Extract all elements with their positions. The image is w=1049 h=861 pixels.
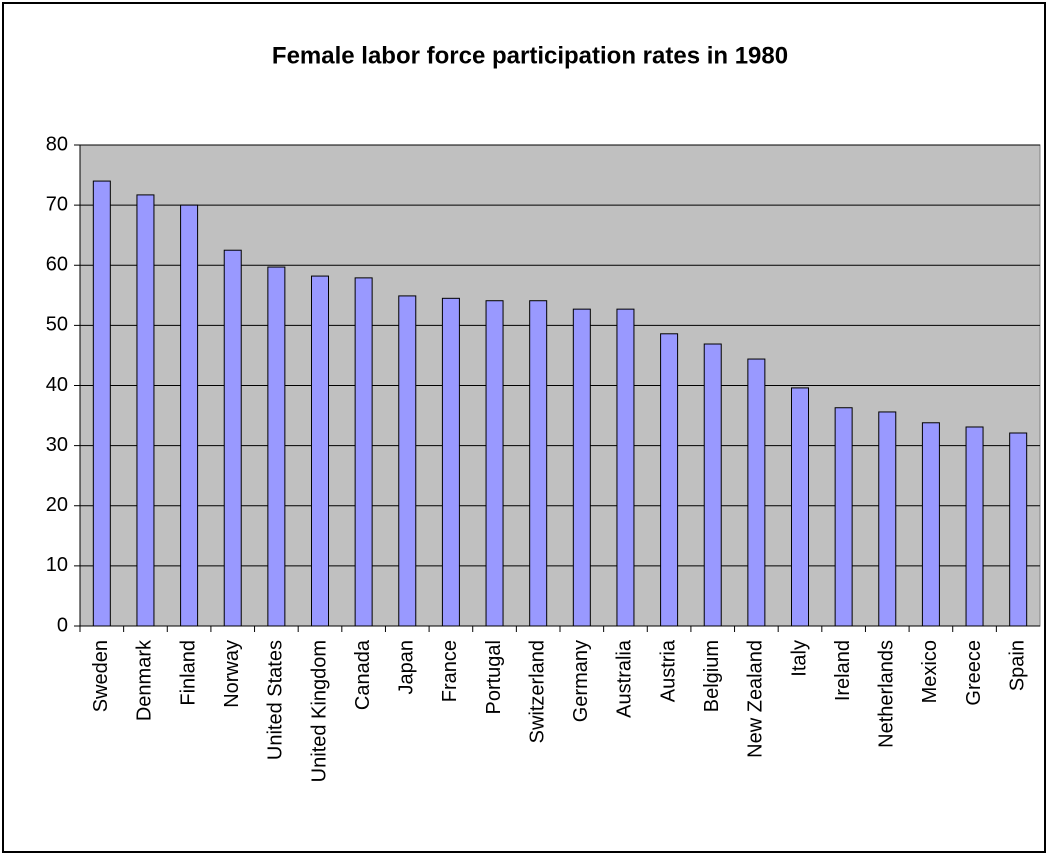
x-tick-label: United States (265, 640, 287, 760)
bar (834, 407, 853, 627)
y-tick-label: 20 (46, 494, 68, 516)
x-tick-label: New Zealand (745, 640, 767, 758)
x-tick-label: Portugal (483, 640, 505, 715)
y-tick-label: 80 (46, 133, 68, 155)
y-tick-label: 40 (46, 374, 68, 396)
y-tick-label: 70 (46, 193, 68, 215)
x-tick-label: United Kingdom (308, 640, 330, 782)
x-tick-label: Australia (614, 639, 636, 718)
bar (616, 308, 635, 627)
x-tick-label: Belgium (701, 640, 723, 712)
x-tick-label: Spain (1006, 640, 1028, 691)
bar (311, 275, 329, 627)
bar (485, 300, 504, 627)
bar (921, 422, 940, 627)
x-tick-label: Netherlands (876, 640, 898, 748)
bar (965, 426, 984, 627)
bar (572, 308, 591, 627)
y-tick-label: 10 (46, 554, 68, 576)
x-tick-label: Japan (396, 640, 418, 695)
chart-title: Female labor force participation rates i… (272, 42, 788, 69)
bar (267, 266, 286, 627)
y-tick-label: 0 (57, 614, 68, 636)
x-tick-label: Switzerland (526, 640, 548, 743)
x-tick-label: Sweden (90, 640, 112, 712)
x-tick-label: Italy (788, 640, 810, 677)
bar (354, 277, 373, 627)
x-tick-label: Mexico (919, 640, 941, 703)
y-tick-label: 30 (46, 434, 68, 456)
bar (136, 194, 155, 627)
x-tick-label: Greece (963, 640, 985, 706)
bar (878, 411, 897, 627)
bar (180, 204, 199, 627)
bar (529, 300, 548, 627)
x-tick-label: Ireland (832, 640, 854, 701)
x-tick-label: Germany (570, 640, 592, 722)
bar (223, 249, 242, 627)
x-tick-label: Norway (221, 640, 243, 708)
bar (703, 343, 722, 627)
x-tick-label: France (439, 640, 461, 702)
bar (1009, 432, 1028, 627)
y-tick-label: 60 (46, 254, 68, 276)
x-tick-label: Austria (657, 639, 679, 702)
y-tick-label: 50 (46, 314, 68, 336)
x-tick-label: Canada (352, 639, 374, 710)
bar (441, 297, 460, 627)
bar (92, 180, 111, 627)
bar (660, 333, 679, 627)
bar (791, 387, 809, 627)
bar (398, 295, 417, 627)
x-tick-label: Finland (177, 640, 199, 706)
bar (747, 358, 766, 627)
x-tick-label: Denmark (134, 639, 156, 721)
